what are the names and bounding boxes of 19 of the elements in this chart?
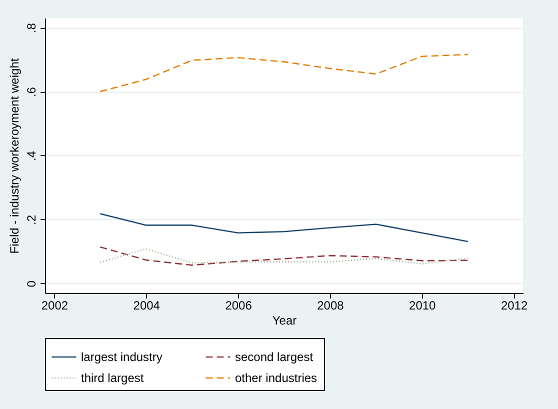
legend-label: second largest <box>235 350 314 364</box>
legend-label: third largest <box>81 371 144 385</box>
x-tick-label: 2006 <box>225 298 252 312</box>
y-tick-label: .2 <box>24 214 38 225</box>
y-axis-title: Field - industry workeroyment weight <box>8 58 22 254</box>
line-series <box>100 213 468 242</box>
y-tick-label: .8 <box>24 22 38 34</box>
x-tick-label: 2004 <box>133 298 160 312</box>
x-tick-label: 2008 <box>317 298 344 312</box>
y-tick-label: .6 <box>24 86 38 98</box>
legend-label: largest industry <box>81 350 162 364</box>
legend-label: other industries <box>235 371 318 385</box>
y-tick-label: .4 <box>24 150 38 162</box>
x-tick-label: 2012 <box>500 298 528 312</box>
line-series <box>100 54 468 92</box>
y-tick-label: 0 <box>24 280 38 288</box>
x-tick-label: 2010 <box>409 298 436 312</box>
x-axis-title: Year <box>272 314 297 328</box>
x-tick-label: 2002 <box>41 298 68 312</box>
